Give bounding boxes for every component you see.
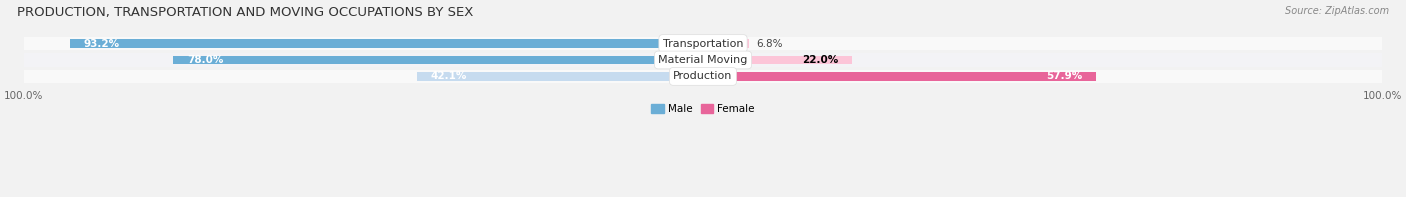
Bar — [703, 72, 1097, 81]
Bar — [70, 39, 703, 48]
Text: Production: Production — [673, 71, 733, 81]
Bar — [703, 56, 852, 64]
Bar — [173, 56, 703, 64]
Text: PRODUCTION, TRANSPORTATION AND MOVING OCCUPATIONS BY SEX: PRODUCTION, TRANSPORTATION AND MOVING OC… — [17, 6, 474, 19]
Text: 57.9%: 57.9% — [1046, 71, 1083, 81]
Text: 6.8%: 6.8% — [756, 39, 783, 49]
Text: Material Moving: Material Moving — [658, 55, 748, 65]
Bar — [24, 37, 1382, 50]
Text: 93.2%: 93.2% — [83, 39, 120, 49]
Text: 22.0%: 22.0% — [803, 55, 839, 65]
Bar — [418, 72, 703, 81]
Bar — [24, 53, 1382, 67]
Text: 78.0%: 78.0% — [187, 55, 224, 65]
Bar — [703, 39, 749, 48]
Text: 42.1%: 42.1% — [430, 71, 467, 81]
Bar — [24, 70, 1382, 83]
Text: Transportation: Transportation — [662, 39, 744, 49]
Legend: Male, Female: Male, Female — [647, 100, 759, 118]
Text: Source: ZipAtlas.com: Source: ZipAtlas.com — [1285, 6, 1389, 16]
